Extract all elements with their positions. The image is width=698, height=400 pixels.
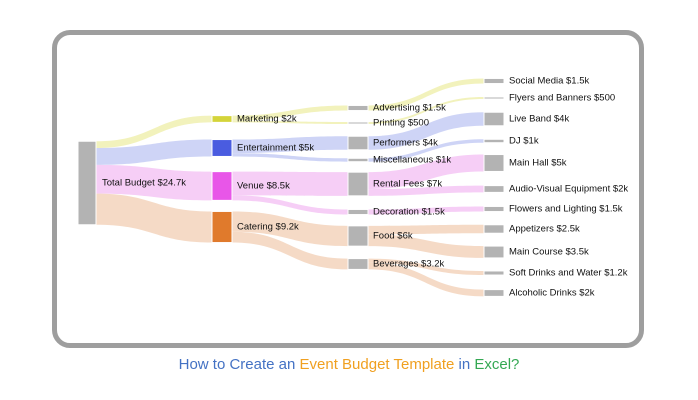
link-total-catering xyxy=(96,193,212,243)
node-beverages xyxy=(347,258,369,270)
label-dj: DJ $1k xyxy=(509,136,539,147)
label-food: Food $6k xyxy=(373,231,413,242)
node-entertainment xyxy=(211,139,233,157)
node-appetizers xyxy=(483,224,505,234)
label-advertising: Advertising $1.5k xyxy=(373,103,446,114)
link-marketing-advertising xyxy=(232,105,348,121)
node-decoration xyxy=(347,208,369,216)
link-total-entertainment xyxy=(96,139,212,165)
node-social xyxy=(483,77,505,85)
node-total xyxy=(77,140,97,226)
node-maincourse xyxy=(483,245,505,259)
label-social: Social Media $1.5k xyxy=(509,76,590,87)
caption-part-3: in xyxy=(454,356,475,373)
node-dj xyxy=(483,138,505,144)
label-catering: Catering $9.2k xyxy=(237,222,299,233)
label-liveband: Live Band $4k xyxy=(509,114,569,125)
node-rental xyxy=(347,171,369,197)
link-rental-av xyxy=(368,185,484,196)
node-advertising xyxy=(347,104,369,112)
label-decoration: Decoration $1.5k xyxy=(373,207,445,218)
link-venue-rental xyxy=(232,171,348,196)
link-performers-liveband xyxy=(368,112,484,150)
link-marketing-printing xyxy=(232,120,348,124)
label-softdrinks: Soft Drinks and Water $1.2k xyxy=(509,268,628,279)
label-flowers: Flowers and Lighting $1.5k xyxy=(509,204,623,215)
link-entertainment-misc xyxy=(232,153,348,162)
label-printing: Printing $500 xyxy=(373,118,429,129)
link-food-appetizers xyxy=(368,224,484,235)
node-performers xyxy=(347,135,369,151)
link-rental-mainhall xyxy=(368,154,484,190)
link-misc-dj xyxy=(368,139,484,162)
node-liveband xyxy=(483,111,505,127)
sankey-nodes: Total Budget $24.7k Marketing $2k Entertai… xyxy=(77,76,628,299)
node-alcohol xyxy=(483,289,505,297)
link-total-venue xyxy=(96,164,212,201)
sankey-links xyxy=(96,78,484,297)
label-beverages: Beverages $3.2k xyxy=(373,259,445,270)
node-av xyxy=(483,185,505,193)
link-beverages-softdrinks xyxy=(368,258,484,276)
node-marketing xyxy=(211,115,233,123)
node-printing xyxy=(347,121,369,125)
node-flowers xyxy=(483,205,505,213)
label-flyers: Flyers and Banners $500 xyxy=(509,93,615,104)
node-flyers xyxy=(483,96,505,100)
caption: How to Create an Event Budget Template i… xyxy=(0,356,698,373)
link-advertising-social xyxy=(368,78,484,111)
caption-part-2: Event Budget Template xyxy=(299,356,455,373)
caption-part-1: How to Create an xyxy=(178,356,300,373)
node-softdrinks xyxy=(483,270,505,276)
link-entertainment-performers xyxy=(232,136,348,154)
label-appetizers: Appetizers $2.5k xyxy=(509,224,580,235)
label-marketing: Marketing $2k xyxy=(237,114,297,125)
link-decoration-flowers xyxy=(368,206,484,215)
label-rental: Rental Fees $7k xyxy=(373,179,442,190)
node-catering xyxy=(211,210,233,244)
node-mainhall xyxy=(483,154,505,172)
link-catering-food xyxy=(232,211,348,247)
label-av: Audio-Visual Equipment $2k xyxy=(509,184,628,195)
link-total-marketing xyxy=(96,115,212,149)
link-food-maincourse xyxy=(368,234,484,258)
node-venue xyxy=(211,171,233,201)
link-beverages-alcohol xyxy=(368,262,484,297)
label-total: Total Budget $24.7k xyxy=(102,178,186,189)
link-printing-flyers xyxy=(368,97,484,124)
label-mainhall: Main Hall $5k xyxy=(509,158,567,169)
caption-part-4: Excel? xyxy=(474,356,520,373)
link-venue-decoration xyxy=(232,195,348,215)
label-entertainment: Entertainment $5k xyxy=(237,143,314,154)
node-misc xyxy=(347,157,369,163)
label-misc: Miscellaneous $1k xyxy=(373,155,451,166)
node-food xyxy=(347,225,369,247)
label-performers: Performers $4k xyxy=(373,138,438,149)
label-venue: Venue $8.5k xyxy=(237,181,290,192)
label-maincourse: Main Course $3.5k xyxy=(509,247,589,258)
label-alcohol: Alcoholic Drinks $2k xyxy=(509,288,595,299)
link-catering-beverages xyxy=(232,231,348,270)
